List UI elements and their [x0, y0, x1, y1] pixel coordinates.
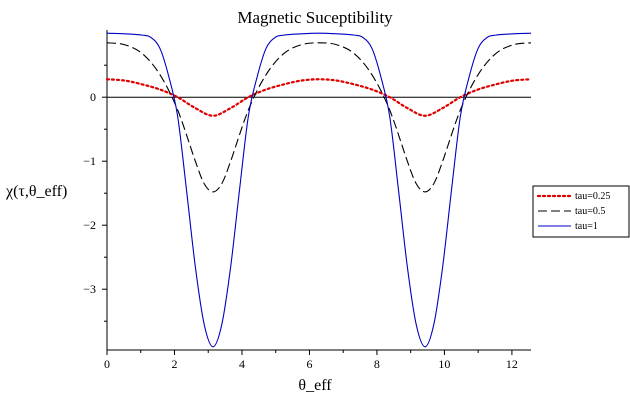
x-tick-label: 4 — [239, 357, 245, 371]
legend-label: tau=0.25 — [575, 191, 610, 202]
x-tick-label: 2 — [171, 357, 177, 371]
y-axis-label: χ(τ,θ_eff) — [5, 183, 67, 200]
legend-label: tau=0.5 — [575, 206, 605, 217]
axis-ticks: 0 2 4 6 8 10 12 0 −1 −2 −3 — [83, 64, 518, 371]
x-tick-label: 10 — [438, 357, 450, 371]
series-line-tau-0-25 — [105, 78, 533, 117]
y-tick-label: −3 — [83, 282, 96, 296]
series-layer — [105, 32, 533, 348]
x-axis-label: θ_eff — [298, 377, 332, 394]
y-tick-label: −1 — [83, 154, 96, 168]
y-tick-label: −2 — [83, 218, 96, 232]
chart-title: Magnetic Suceptibility — [237, 8, 393, 27]
x-tick-label: 6 — [306, 357, 312, 371]
series-line-tau-1 — [106, 32, 532, 348]
y-tick-label: 0 — [90, 90, 96, 104]
x-tick-label: 0 — [104, 357, 110, 371]
legend: tau=0.25 tau=0.5 tau=1 — [532, 185, 630, 238]
legend-box — [532, 185, 630, 238]
plot-area: 0 2 4 6 8 10 12 0 −1 −2 −3 — [83, 30, 533, 371]
legend-label: tau=1 — [575, 221, 598, 232]
x-tick-label: 8 — [374, 357, 380, 371]
series-line-tau-0-5 — [106, 42, 532, 193]
x-tick-label: 12 — [506, 357, 518, 371]
